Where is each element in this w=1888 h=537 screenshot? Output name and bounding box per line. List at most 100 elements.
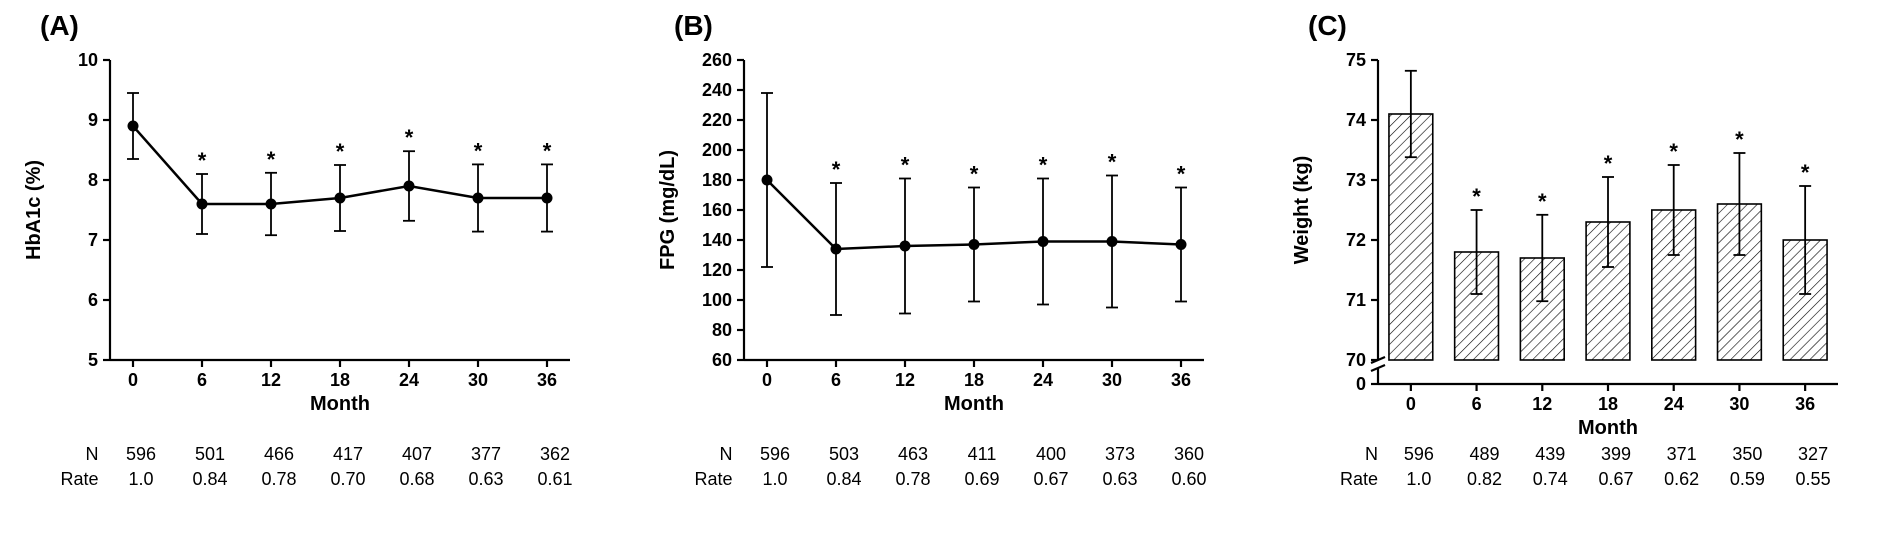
panel-label-B: (B) — [674, 10, 713, 42]
svg-text:30: 30 — [1729, 394, 1749, 414]
ylabel: Weight (kg) — [1291, 156, 1313, 265]
svg-text:*: * — [474, 138, 483, 163]
row-cell: 360 — [1155, 444, 1224, 465]
svg-text:*: * — [1472, 184, 1481, 209]
svg-text:*: * — [336, 139, 345, 164]
row-cell: 466 — [245, 444, 314, 465]
svg-text:70: 70 — [1346, 350, 1366, 370]
row-cell: 407 — [383, 444, 452, 465]
svg-text:*: * — [1039, 153, 1048, 178]
svg-text:*: * — [1108, 150, 1117, 175]
chart-B: 6080100120140160180200220240260061218243… — [644, 10, 1244, 440]
row-label: Rate — [10, 469, 107, 490]
svg-text:120: 120 — [702, 260, 732, 280]
row-cell: 0.82 — [1452, 469, 1518, 490]
svg-text:12: 12 — [1532, 394, 1552, 414]
svg-text:60: 60 — [712, 350, 732, 370]
svg-text:36: 36 — [1795, 394, 1815, 414]
svg-text:6: 6 — [197, 370, 207, 390]
row-cell: 0.63 — [1086, 469, 1155, 490]
chart-C: 0707172737475061218243036MonthWeight (kg… — [1278, 10, 1878, 440]
row-label: N — [10, 444, 107, 465]
ylabel: FPG (mg/dL) — [657, 150, 679, 270]
row-cell: 0.59 — [1715, 469, 1781, 490]
svg-text:73: 73 — [1346, 170, 1366, 190]
row-cell: 399 — [1583, 444, 1649, 465]
row-cell: 0.55 — [1780, 469, 1846, 490]
below-row-n: N596489439399371350327 — [1278, 444, 1878, 465]
row-cell: 0.60 — [1155, 469, 1224, 490]
svg-text:*: * — [198, 148, 207, 173]
svg-text:*: * — [901, 153, 910, 178]
below-row-rate: Rate1.00.820.740.670.620.590.55 — [1278, 469, 1878, 490]
svg-text:24: 24 — [1664, 394, 1684, 414]
svg-text:*: * — [1604, 151, 1613, 176]
below-row-n: N596501466417407377362 — [10, 444, 610, 465]
row-cell: 0.78 — [879, 469, 948, 490]
svg-text:*: * — [1801, 160, 1810, 185]
svg-text:100: 100 — [702, 290, 732, 310]
svg-text:*: * — [1669, 139, 1678, 164]
svg-text:140: 140 — [702, 230, 732, 250]
panel-A: (A)5678910061218243036MonthHbA1c (%)****… — [10, 10, 610, 490]
chart-A: 5678910061218243036MonthHbA1c (%)****** — [10, 10, 610, 440]
svg-text:180: 180 — [702, 170, 732, 190]
panel-label-C: (C) — [1308, 10, 1347, 42]
svg-text:*: * — [832, 157, 841, 182]
svg-text:160: 160 — [702, 200, 732, 220]
row-cell: 0.67 — [1583, 469, 1649, 490]
row-cell: 373 — [1086, 444, 1155, 465]
svg-text:80: 80 — [712, 320, 732, 340]
row-label: Rate — [1278, 469, 1386, 490]
row-cell: 439 — [1517, 444, 1583, 465]
svg-text:*: * — [543, 138, 552, 163]
svg-text:71: 71 — [1346, 290, 1366, 310]
row-cell: 501 — [176, 444, 245, 465]
svg-text:30: 30 — [468, 370, 488, 390]
svg-text:0: 0 — [1356, 374, 1366, 394]
panel-C: (C)0707172737475061218243036MonthWeight … — [1278, 10, 1878, 490]
row-cell: 1.0 — [1386, 469, 1452, 490]
row-cell: 400 — [1017, 444, 1086, 465]
row-cell: 0.84 — [176, 469, 245, 490]
row-cell: 0.62 — [1649, 469, 1715, 490]
svg-text:10: 10 — [78, 50, 98, 70]
figure-row: (A)5678910061218243036MonthHbA1c (%)****… — [10, 10, 1878, 490]
svg-text:9: 9 — [88, 110, 98, 130]
row-cell: 377 — [452, 444, 521, 465]
svg-text:*: * — [1177, 162, 1186, 187]
svg-text:75: 75 — [1346, 50, 1366, 70]
panel-label-A: (A) — [40, 10, 79, 42]
svg-text:24: 24 — [399, 370, 419, 390]
row-cell: 0.84 — [810, 469, 879, 490]
below-row-rate: Rate1.00.840.780.690.670.630.60 — [644, 469, 1244, 490]
row-cell: 362 — [521, 444, 590, 465]
row-cell: 0.67 — [1017, 469, 1086, 490]
svg-text:74: 74 — [1346, 110, 1366, 130]
svg-text:36: 36 — [537, 370, 557, 390]
row-label: Rate — [644, 469, 741, 490]
row-cell: 596 — [741, 444, 810, 465]
row-cell: 0.68 — [383, 469, 452, 490]
svg-text:6: 6 — [88, 290, 98, 310]
xlabel: Month — [1578, 417, 1638, 439]
row-cell: 0.78 — [245, 469, 314, 490]
row-cell: 0.74 — [1517, 469, 1583, 490]
svg-text:36: 36 — [1171, 370, 1191, 390]
svg-text:260: 260 — [702, 50, 732, 70]
svg-text:18: 18 — [330, 370, 350, 390]
svg-text:*: * — [1538, 189, 1547, 214]
svg-text:0: 0 — [128, 370, 138, 390]
row-label: N — [644, 444, 741, 465]
svg-text:30: 30 — [1102, 370, 1122, 390]
row-cell: 1.0 — [741, 469, 810, 490]
row-cell: 417 — [314, 444, 383, 465]
svg-text:12: 12 — [895, 370, 915, 390]
ylabel: HbA1c (%) — [23, 160, 45, 260]
row-cell: 1.0 — [107, 469, 176, 490]
svg-text:*: * — [970, 162, 979, 187]
svg-text:5: 5 — [88, 350, 98, 370]
svg-text:240: 240 — [702, 80, 732, 100]
row-label: N — [1278, 444, 1386, 465]
svg-text:72: 72 — [1346, 230, 1366, 250]
